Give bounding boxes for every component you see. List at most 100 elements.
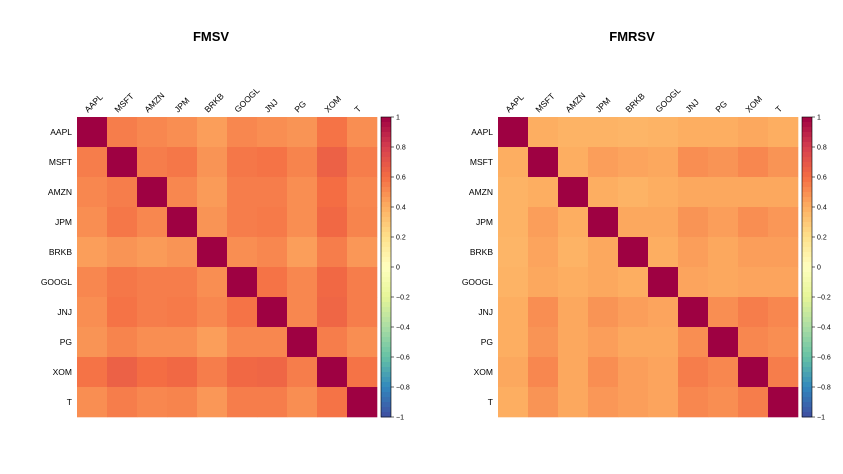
heatmap-cell-msft-googl (227, 147, 258, 178)
colorbar-tick-label: 0.8 (396, 145, 406, 152)
colorbar-segment (802, 137, 812, 143)
heatmap-cell-brkb-amzn (137, 237, 168, 268)
colorbar-segment (381, 167, 391, 173)
column-label: MSFT (112, 91, 135, 114)
row-label: AAPL (50, 127, 72, 137)
heatmap-cell-googl-msft (107, 267, 138, 298)
colorbar-tick-label: −0.2 (396, 295, 410, 302)
heatmap-cell-jpm-jpm (167, 207, 198, 238)
colorbar-segment (802, 292, 812, 298)
colorbar-segment (381, 362, 391, 368)
heatmap-cell-t-jpm (588, 387, 619, 418)
heatmap-cell-googl-pg (287, 267, 318, 298)
heatmap-cell-amzn-aapl (77, 177, 108, 208)
column-label: T (773, 104, 784, 115)
heatmap-cell-aapl-t (347, 117, 378, 148)
heatmap-cell-pg-amzn (558, 327, 589, 358)
heatmap-cell-googl-brkb (618, 267, 649, 298)
heatmap-cell-xom-jpm (588, 357, 619, 388)
heatmap-cell-msft-brkb (618, 147, 649, 178)
heatmap-cell-t-brkb (197, 387, 228, 418)
row-label: JNJ (478, 307, 493, 317)
colorbar-segment (802, 127, 812, 133)
column-label: XOM (743, 94, 764, 115)
heatmap-cell-aapl-msft (528, 117, 559, 148)
heatmap-cell-brkb-t (768, 237, 799, 268)
colorbar-segment (802, 267, 812, 273)
heatmap-cell-jpm-googl (227, 207, 258, 238)
colorbar-segment (381, 252, 391, 258)
colorbar-segment (802, 297, 812, 303)
colorbar-segment (802, 372, 812, 378)
colorbar-segment (381, 397, 391, 403)
colorbar-segment (381, 352, 391, 358)
heatmap-cell-jnj-jpm (588, 297, 619, 328)
heatmap-cell-googl-xom (317, 267, 348, 298)
colorbar-segment (381, 297, 391, 303)
heatmap-cell-jpm-xom (317, 207, 348, 238)
heatmap-cell-amzn-pg (287, 177, 318, 208)
colorbar-segment (802, 277, 812, 283)
heatmap-cell-aapl-jnj (257, 117, 288, 148)
row-label: XOM (474, 367, 493, 377)
heatmap-cell-pg-t (347, 327, 378, 358)
heatmap-cell-xom-pg (708, 357, 739, 388)
colorbar-segment (381, 157, 391, 163)
row-label: BRKB (49, 247, 72, 257)
colorbar-segment (381, 242, 391, 248)
chart-title: FMRSV (609, 29, 655, 44)
colorbar-tick-label: 0 (396, 265, 400, 272)
heatmap-cell-jpm-jnj (257, 207, 288, 238)
heatmap-cell-t-jnj (257, 387, 288, 418)
heatmap-cell-amzn-brkb (618, 177, 649, 208)
colorbar-segment (381, 347, 391, 353)
colorbar-segment (802, 327, 812, 333)
colorbar-segment (802, 332, 812, 338)
heatmap-cell-t-pg (287, 387, 318, 418)
heatmap-cell-msft-xom (317, 147, 348, 178)
colorbar-segment (381, 282, 391, 288)
heatmap-panel-fmrsv: FMRSV AAPLMSFTAMZNJPMBRKBGOOGLJNJPGXOMTA… (462, 29, 831, 422)
heatmap-cell-xom-xom (738, 357, 769, 388)
heatmap-cell-googl-amzn (558, 267, 589, 298)
colorbar-tick-label: 0 (817, 265, 821, 272)
colorbar-segment (802, 142, 812, 148)
heatmap-cell-jnj-pg (708, 297, 739, 328)
heatmap-cell-googl-aapl (498, 267, 529, 298)
row-label: JPM (55, 217, 72, 227)
heatmap-cell-t-pg (708, 387, 739, 418)
heatmap-cell-jnj-aapl (498, 297, 529, 328)
heatmap-cell-aapl-xom (738, 117, 769, 148)
row-label: JNJ (57, 307, 72, 317)
heatmap-cell-aapl-jnj (678, 117, 709, 148)
colorbar-segment (802, 157, 812, 163)
heatmap-cell-t-amzn (558, 387, 589, 418)
colorbar-segment (381, 147, 391, 153)
heatmap-cell-pg-brkb (197, 327, 228, 358)
colorbar-segment (802, 407, 812, 413)
colorbar-segment (381, 387, 391, 393)
heatmap-cell-aapl-pg (708, 117, 739, 148)
heatmap-cell-pg-googl (227, 327, 258, 358)
heatmap-cell-amzn-xom (738, 177, 769, 208)
heatmap-cell-msft-pg (708, 147, 739, 178)
heatmap-cell-brkb-amzn (558, 237, 589, 268)
colorbar-segment (802, 312, 812, 318)
heatmap-cell-t-aapl (77, 387, 108, 418)
heatmap-cell-xom-jnj (678, 357, 709, 388)
colorbar-segment (381, 267, 391, 273)
heatmap-cell-amzn-jnj (257, 177, 288, 208)
colorbar-segment (381, 142, 391, 148)
heatmap-cell-msft-amzn (558, 147, 589, 178)
colorbar-segment (802, 412, 812, 418)
heatmap-cell-t-jpm (167, 387, 198, 418)
colorbar-segment (802, 307, 812, 313)
heatmap-cell-aapl-pg (287, 117, 318, 148)
heatmap-cell-aapl-googl (648, 117, 679, 148)
colorbar-tick-label: 0.2 (396, 235, 406, 242)
colorbar-segment (381, 367, 391, 373)
heatmap-cell-brkb-brkb (197, 237, 228, 268)
heatmap-cell-aapl-jpm (588, 117, 619, 148)
heatmap-cell-brkb-xom (317, 237, 348, 268)
